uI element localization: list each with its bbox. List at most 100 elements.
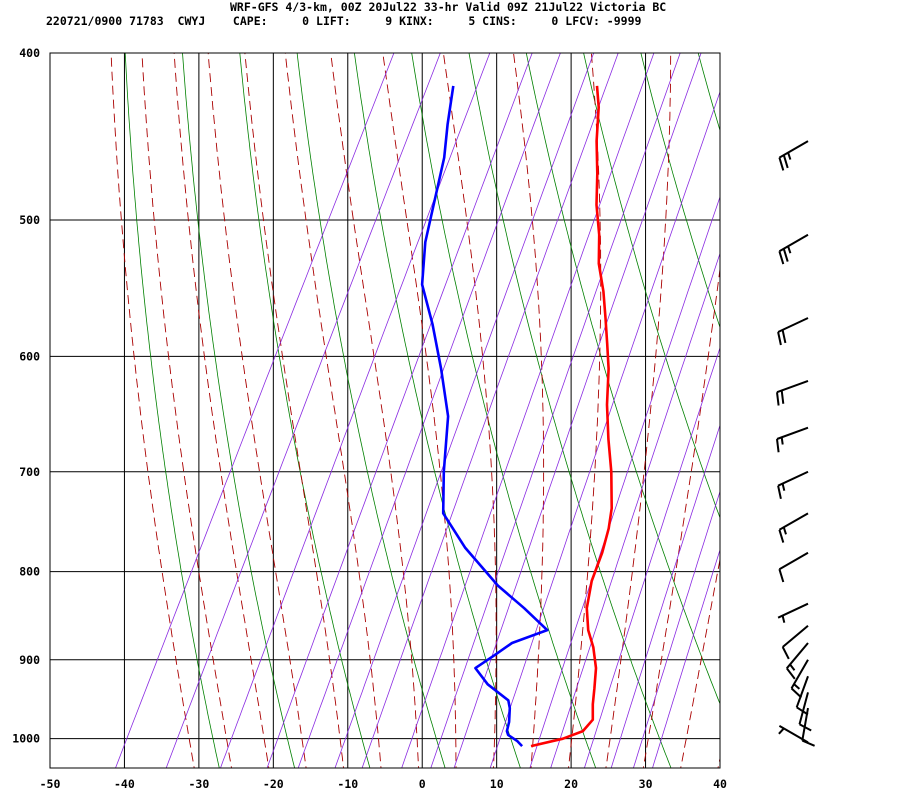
wind-barb [776,426,809,453]
barb-half-flag [793,683,801,690]
chart-title: WRF-GFS 4/3-km, 00Z 20Jul22 33-hr Valid … [230,0,667,14]
x-tick-label: 0 [419,777,426,791]
barb-flag [780,390,785,404]
dry-adiabat [124,53,220,768]
wind-barb [790,659,809,699]
barb-flag [776,392,780,406]
wind-barb [778,140,809,171]
mixing-ratio-line [453,53,702,768]
x-tick-label: -40 [114,777,135,791]
mixing-ratio-line [632,490,720,768]
mixing-ratio-line [220,53,491,768]
y-tick-label: 600 [19,349,40,363]
mixing-ratio-line [583,346,720,768]
dry-adiabat [813,53,900,768]
mixing-ratio-line [115,53,395,768]
barb-staff [778,233,809,253]
wind-barb [778,233,809,265]
barb-half-flag [780,437,784,445]
wind-barb [798,692,812,732]
mixing-ratio-line [610,423,720,768]
barb-half-flag [781,615,786,623]
barb-staff [778,512,809,531]
y-tick-label: 700 [19,465,40,479]
barb-flag [781,646,790,660]
x-tick-label: -20 [263,777,284,791]
moist-adiabat [680,556,720,768]
barb-flag [786,667,796,680]
barb-flag [778,568,785,583]
barb-half-flag [787,152,792,160]
wind-barb [777,470,809,500]
mixing-ratio-line [297,53,561,768]
temperature-profile [530,85,614,748]
barb-staff [777,317,809,333]
dry-adiabat [525,53,720,705]
moist-adiabat [141,53,232,768]
barb-staff [782,625,809,648]
moist-adiabat [244,53,344,768]
barb-staff [798,692,809,725]
y-tick-label: 400 [19,46,40,60]
dry-adiabat [296,53,446,768]
plot-frame [49,52,721,769]
mixing-ratio-line [165,53,441,768]
x-tick-label: 30 [639,777,653,791]
wind-barb [778,512,809,543]
dry-adiabat [583,53,720,520]
dry-adiabat [697,53,720,132]
moist-adiabat [110,53,195,768]
barb-half-flag [778,727,785,735]
x-tick-label: -50 [40,777,61,791]
barb-staff [786,642,809,669]
mixing-ratio-line [489,90,720,768]
wind-barb [795,675,809,716]
barb-flag [778,157,785,171]
moist-adiabat [568,53,602,768]
dry-adiabat [182,53,295,768]
dry-adiabat [354,53,521,768]
y-tick-label: 500 [19,213,40,227]
barb-flag [796,706,809,716]
x-tick-label: 10 [490,777,504,791]
barb-staff [790,659,809,689]
barb-half-flag [782,527,787,535]
x-tick-label: -10 [337,777,358,791]
barb-half-flag [787,245,792,254]
x-tick-label: 40 [713,777,727,791]
wind-barb [781,625,809,660]
mixing-ratio-line [401,53,655,768]
barb-staff [777,602,809,619]
barb-staff [778,140,809,159]
mixing-ratio-line [550,252,720,768]
profile-lines [420,85,614,748]
y-tick-label: 800 [19,565,40,579]
moist-adiabat [284,53,382,768]
barb-staff [776,426,809,440]
wind-barb [778,551,809,583]
x-tick-label: -30 [189,777,210,791]
barb-flag [778,529,785,543]
moist-adiabat [173,53,270,768]
dry-adiabat [468,53,672,768]
dry-adiabat [870,53,900,768]
dewpoint-profile [420,85,549,748]
dry-adiabat [640,53,720,329]
barb-staff [777,470,809,487]
barb-flag [782,154,789,169]
barb-flag [778,251,785,265]
moist-adiabat [442,53,497,768]
moist-adiabat [605,53,672,768]
barb-half-flag [789,663,796,671]
y-tick-label: 1000 [12,732,40,746]
barb-flag [801,739,815,747]
moist-adiabat [207,53,307,768]
wind-barb [776,380,809,406]
wind-barb [777,602,809,623]
barb-staff [778,551,809,571]
mixing-ratio-line [266,53,533,768]
barb-flag [790,687,802,699]
mixing-ratio-line [361,53,619,768]
axis-tick-labels: 400 500 600 700 800 900 1000 -50 -40 -30 -20 -10 0 10… [12,46,727,791]
